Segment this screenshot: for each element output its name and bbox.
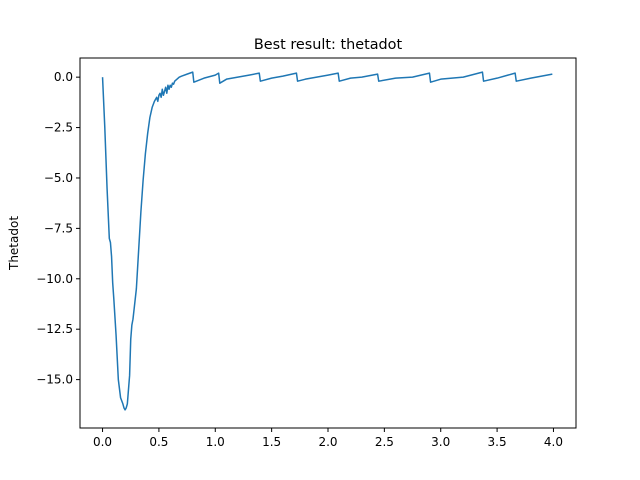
y-tick-label: −15.0 <box>36 373 73 387</box>
y-axis-ticks: 0.0 −2.5 −5.0 −7.5 −10.0 −12.5 −15.0 <box>36 70 80 387</box>
plot-series <box>101 71 553 411</box>
y-tick-label: −10.0 <box>36 272 73 286</box>
series-line <box>101 71 553 411</box>
x-tick-label: 1.0 <box>206 435 225 449</box>
x-tick-label: 3.5 <box>488 435 507 449</box>
x-tick-label: 2.5 <box>375 435 394 449</box>
x-axis-ticks: 0.0 0.5 1.0 1.5 2.0 2.5 3.0 3.5 4.0 <box>93 428 563 449</box>
x-tick-label: 0.0 <box>93 435 112 449</box>
x-tick-label: 0.5 <box>149 435 168 449</box>
x-tick-label: 1.5 <box>262 435 281 449</box>
x-tick-label: 3.0 <box>431 435 450 449</box>
y-tick-label: −12.5 <box>36 322 73 336</box>
chart-title: Best result: thetadot <box>254 37 403 53</box>
y-tick-label: −2.5 <box>44 121 73 135</box>
y-tick-label: −5.0 <box>44 171 73 185</box>
y-axis-label: Thetadot <box>7 216 21 271</box>
x-tick-label: 2.0 <box>318 435 337 449</box>
plot-frame <box>79 57 577 429</box>
y-tick-label: −7.5 <box>44 221 73 235</box>
y-tick-label: 0.0 <box>54 70 73 84</box>
x-tick-label: 4.0 <box>544 435 563 449</box>
